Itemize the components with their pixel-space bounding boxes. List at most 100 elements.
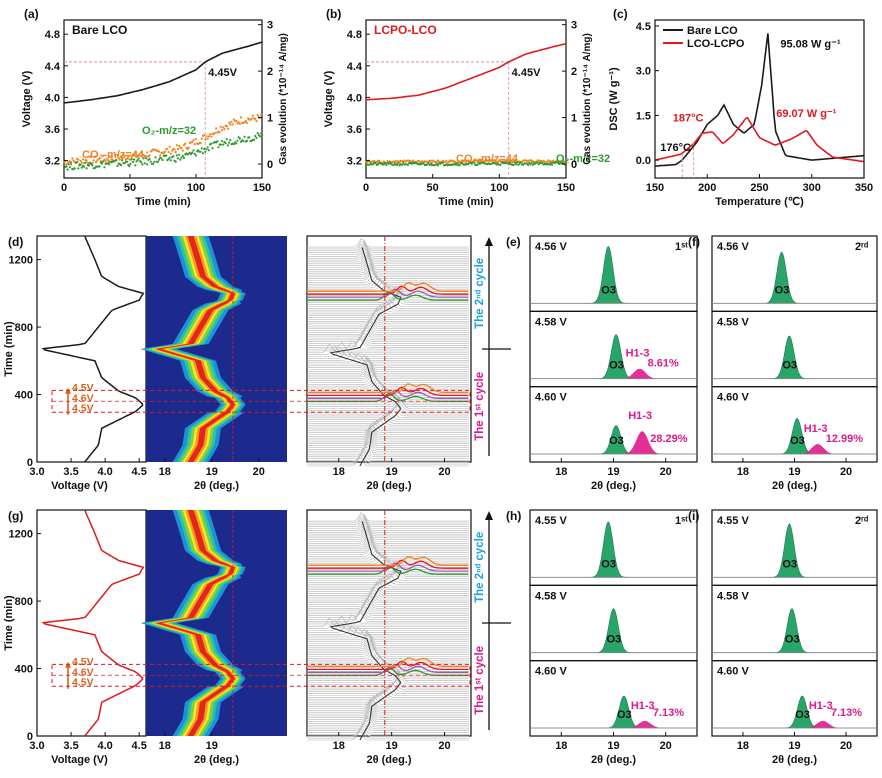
o3-label: O3 bbox=[782, 558, 797, 570]
x-axis-label: 2θ (deg.) bbox=[366, 754, 411, 766]
gas-point bbox=[79, 163, 82, 166]
waterfall-trace bbox=[307, 453, 469, 463]
gas-point bbox=[235, 119, 238, 123]
waterfall-trace bbox=[307, 272, 469, 281]
y-tick-label: 4.5 bbox=[636, 21, 651, 33]
waterfall-trace bbox=[307, 686, 469, 696]
gas-point bbox=[65, 165, 68, 168]
gas-point bbox=[260, 132, 263, 135]
waterfall-trace bbox=[307, 418, 469, 428]
h13-percent: 12.99% bbox=[826, 433, 864, 445]
waterfall-trace bbox=[307, 313, 469, 324]
o3-label: O3 bbox=[785, 634, 800, 646]
waterfall-trace bbox=[307, 512, 469, 522]
highlight-trace bbox=[307, 559, 469, 569]
gas-point bbox=[548, 163, 551, 166]
gas-point bbox=[232, 143, 235, 146]
waterfall-trace bbox=[307, 617, 469, 628]
x-axis-label: Time (min) bbox=[438, 196, 494, 208]
voltage-label: 4.5V bbox=[72, 402, 94, 414]
panel-title: Bare LCO bbox=[72, 23, 127, 37]
waterfall-trace bbox=[307, 634, 469, 644]
y-tick-label: 3.2 bbox=[45, 156, 60, 168]
waterfall-trace bbox=[307, 543, 469, 553]
gas-point bbox=[121, 156, 124, 160]
waterfall-trace bbox=[307, 678, 469, 689]
gas-point bbox=[541, 161, 544, 164]
y-axis-label: Time (min) bbox=[3, 595, 15, 651]
gas-point bbox=[169, 152, 172, 155]
waterfall-trace bbox=[307, 521, 469, 531]
waterfall-trace bbox=[307, 609, 469, 620]
waterfall-trace bbox=[307, 541, 469, 552]
gas-point bbox=[481, 159, 484, 162]
o3-label: O3 bbox=[601, 284, 616, 296]
x-tick-label: 19 bbox=[788, 740, 800, 752]
waterfall-trace bbox=[307, 240, 469, 250]
gas-point bbox=[250, 117, 253, 120]
gas-point bbox=[225, 124, 228, 128]
h13-label: H1-3 bbox=[804, 423, 828, 435]
waterfall-trace bbox=[307, 537, 469, 548]
gas-point bbox=[81, 158, 85, 161]
x-axis-label: 2θ (deg.) bbox=[591, 480, 636, 492]
o3-label: O3 bbox=[601, 558, 616, 570]
dsc-line-1 bbox=[654, 116, 864, 163]
gas-point bbox=[141, 163, 144, 166]
waterfall-trace bbox=[307, 447, 469, 457]
panel-label: (c) bbox=[613, 7, 628, 21]
x-tick-label: 19 bbox=[206, 740, 218, 752]
y-axis-label: DSC (W g⁻¹) bbox=[608, 67, 620, 131]
waterfall-trace bbox=[307, 425, 469, 435]
gas-point bbox=[176, 147, 180, 151]
gas-point bbox=[85, 167, 88, 170]
waterfall-trace bbox=[307, 649, 469, 659]
gas-point bbox=[162, 152, 165, 155]
waterfall-trace bbox=[307, 400, 469, 409]
waterfall-trace bbox=[307, 690, 469, 700]
gas-point bbox=[514, 163, 518, 166]
cycle-number: 2ʳᵈ bbox=[855, 241, 869, 253]
gas-point bbox=[102, 154, 105, 157]
waterfall-trace bbox=[307, 626, 469, 637]
cycle-label-2nd: The 2ⁿᵈ cycle bbox=[474, 258, 486, 329]
gas-point bbox=[200, 137, 203, 140]
gas-point bbox=[168, 156, 171, 159]
gas-point bbox=[226, 144, 229, 147]
x-tick-label: 19 bbox=[607, 740, 619, 752]
cycle-label-1st: The 1ˢᵗ cycle bbox=[474, 646, 486, 715]
gas-point bbox=[254, 134, 257, 138]
gas-point bbox=[171, 149, 174, 152]
x-tick-label: 18 bbox=[555, 740, 567, 752]
waterfall-trace bbox=[307, 564, 469, 574]
waterfall-trace bbox=[307, 244, 469, 255]
x-tick-label: 18 bbox=[555, 466, 567, 478]
waterfall-trace bbox=[307, 514, 469, 524]
x-tick-label: 20 bbox=[840, 740, 852, 752]
gas-point bbox=[476, 163, 479, 166]
dsc-line-0 bbox=[654, 33, 864, 167]
gas-point bbox=[236, 139, 239, 142]
gas-point bbox=[513, 158, 516, 161]
heat-annotation: 95.08 W g⁻¹ bbox=[780, 38, 841, 50]
waterfall-trace bbox=[307, 612, 469, 622]
gas-point bbox=[519, 161, 522, 164]
waterfall-trace bbox=[307, 290, 469, 300]
gas-point bbox=[204, 150, 207, 153]
x-tick-label: 200 bbox=[698, 182, 716, 194]
panel-label: (d) bbox=[8, 235, 23, 249]
legend-label: Bare LCO bbox=[687, 25, 738, 37]
legend-label: LCO-LCPO bbox=[687, 38, 745, 50]
waterfall-trace bbox=[307, 525, 469, 535]
gas-point bbox=[441, 161, 444, 164]
y-axis-label-right: Gas evolution (*10⁻¹⁴ A/mg) bbox=[582, 33, 593, 165]
gas-point bbox=[128, 165, 131, 168]
y-tick-label: 3.6 bbox=[45, 124, 60, 136]
waterfall-trace bbox=[307, 554, 469, 565]
voltage-profile-line bbox=[41, 236, 145, 463]
gas-point bbox=[216, 140, 219, 143]
gas-point bbox=[117, 156, 120, 159]
waterfall-trace bbox=[307, 278, 469, 289]
gas-point bbox=[192, 149, 195, 152]
gas-point bbox=[426, 163, 429, 166]
